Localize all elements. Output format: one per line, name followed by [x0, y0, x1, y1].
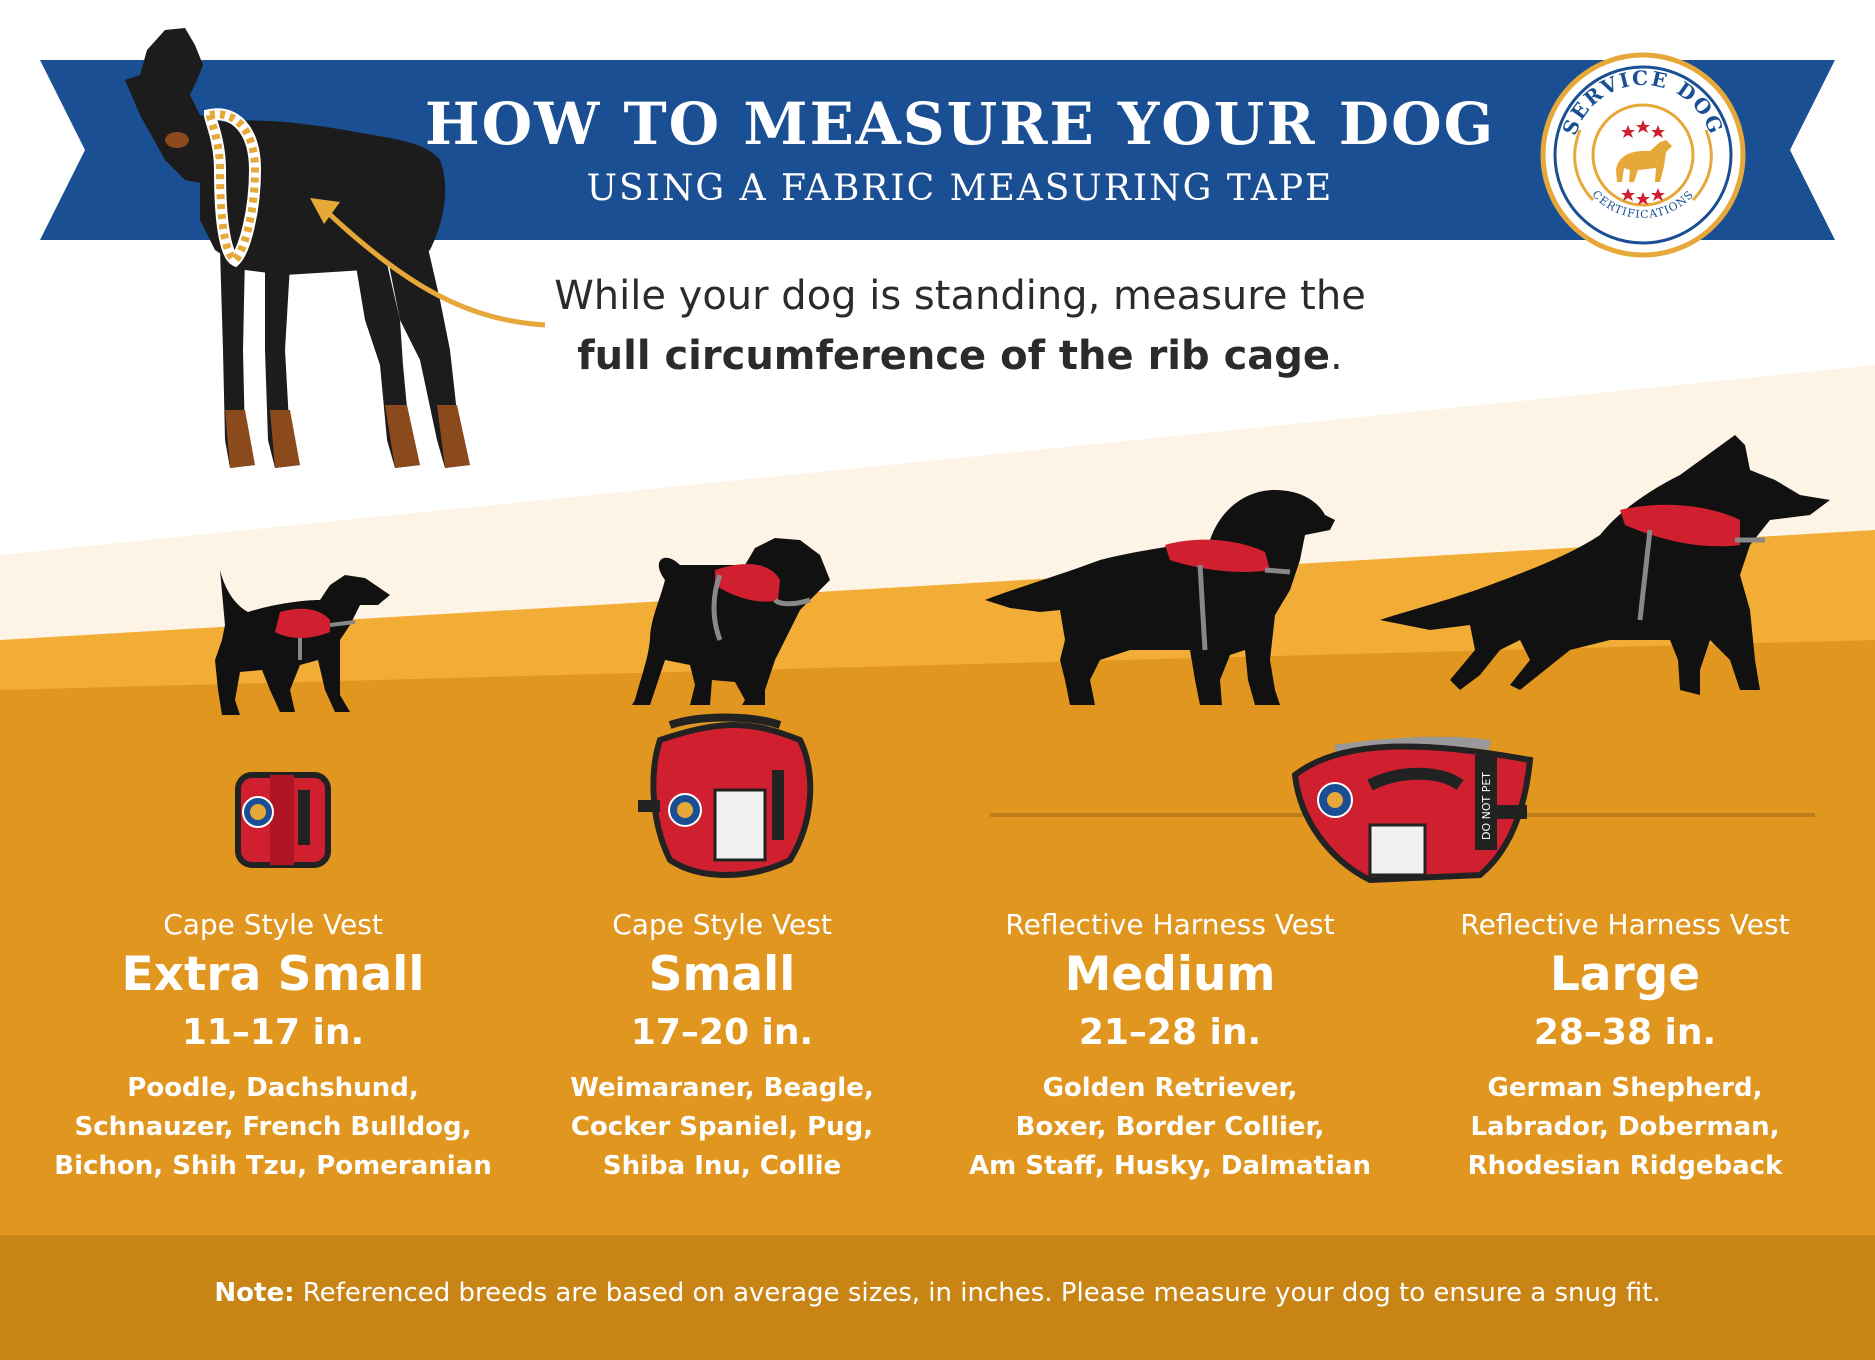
xs-dog-silhouette	[215, 570, 390, 715]
doberman-photo	[125, 28, 470, 468]
vest-style: Cape Style Vest	[612, 908, 832, 941]
footer-note: Note: Referenced breeds are based on ave…	[0, 1278, 1875, 1308]
breed-line: Shiba Inu, Collie	[602, 1151, 842, 1181]
breed-line: Labrador, Doberman,	[1470, 1112, 1780, 1142]
size-range: 21–28 in.	[1078, 1012, 1262, 1053]
size-range: 17–20 in.	[630, 1012, 814, 1053]
vest-style: Reflective Harness Vest	[1460, 908, 1790, 941]
certification-seal: SERVICE DOG CERTIFICATIONS	[1540, 52, 1746, 258]
breed-line: Weimaraner, Beagle,	[570, 1073, 874, 1103]
do-not-pet-label: DO NOT PET	[1480, 772, 1493, 840]
instruction-period: .	[1330, 333, 1343, 379]
vest-style: Reflective Harness Vest	[1005, 908, 1335, 941]
size-name: Medium	[1064, 947, 1276, 1002]
page-title: HOW TO MEASURE YOUR DOG	[424, 90, 1496, 158]
vest-style: Cape Style Vest	[163, 908, 383, 941]
size-column-extra-small: Cape Style Vest Extra Small 11–17 in. Po…	[48, 905, 498, 1186]
breed-list: Golden Retriever, Boxer, Border Collier,…	[945, 1069, 1395, 1186]
page-subtitle: USING A FABRIC MEASURING TAPE	[586, 168, 1334, 209]
breed-line: Cocker Spaniel, Pug,	[570, 1112, 874, 1142]
breed-line: Am Staff, Husky, Dalmatian	[969, 1151, 1371, 1181]
seal-stars	[1621, 120, 1665, 205]
size-column-medium: Reflective Harness Vest Medium 21–28 in.…	[945, 905, 1395, 1186]
breed-list: Poodle, Dachshund, Schnauzer, French Bul…	[48, 1069, 498, 1186]
note-text: Referenced breeds are based on average s…	[294, 1278, 1661, 1308]
breed-line: Rhodesian Ridgeback	[1467, 1151, 1783, 1181]
breed-line: Bichon, Shih Tzu, Pomeranian	[54, 1151, 492, 1181]
breed-line: German Shepherd,	[1487, 1073, 1763, 1103]
m-dog-silhouette	[985, 490, 1335, 705]
ml-vest: DO NOT PET	[1291, 736, 1534, 884]
xs-vest	[235, 772, 331, 868]
seal-dog-icon	[1616, 140, 1672, 182]
breed-line: Golden Retriever,	[1042, 1073, 1298, 1103]
size-column-small: Cape Style Vest Small 17–20 in. Weimaran…	[497, 905, 947, 1186]
note-label: Note:	[214, 1278, 295, 1308]
instruction-line-2: full circumference of the rib cage.	[530, 326, 1390, 386]
l-dog-silhouette	[1380, 435, 1830, 695]
breed-list: Weimaraner, Beagle, Cocker Spaniel, Pug,…	[497, 1069, 947, 1186]
breed-line: Schnauzer, French Bulldog,	[74, 1112, 472, 1142]
breed-list: German Shepherd, Labrador, Doberman, Rho…	[1400, 1069, 1850, 1186]
vest-images: DO NOT PET	[235, 713, 1534, 884]
size-name: Extra Small	[121, 947, 425, 1002]
instruction-emphasis: full circumference of the rib cage	[577, 333, 1331, 379]
size-name: Large	[1549, 947, 1701, 1002]
ribbon-banner	[40, 60, 1835, 240]
breed-line: Poodle, Dachshund,	[127, 1073, 419, 1103]
dog-silhouettes	[215, 435, 1830, 715]
size-range: 11–17 in.	[181, 1012, 365, 1053]
size-name: Small	[648, 947, 796, 1002]
arrow-icon	[310, 198, 546, 328]
s-vest	[638, 713, 814, 878]
instruction-text: While your dog is standing, measure the …	[530, 266, 1390, 386]
size-column-large: Reflective Harness Vest Large 28–38 in. …	[1400, 905, 1850, 1186]
breed-line: Boxer, Border Collier,	[1015, 1112, 1325, 1142]
seal-laurels	[1573, 129, 1713, 202]
size-range: 28–38 in.	[1533, 1012, 1717, 1053]
instruction-line-1: While your dog is standing, measure the	[554, 273, 1366, 319]
s-dog-silhouette	[632, 538, 830, 705]
